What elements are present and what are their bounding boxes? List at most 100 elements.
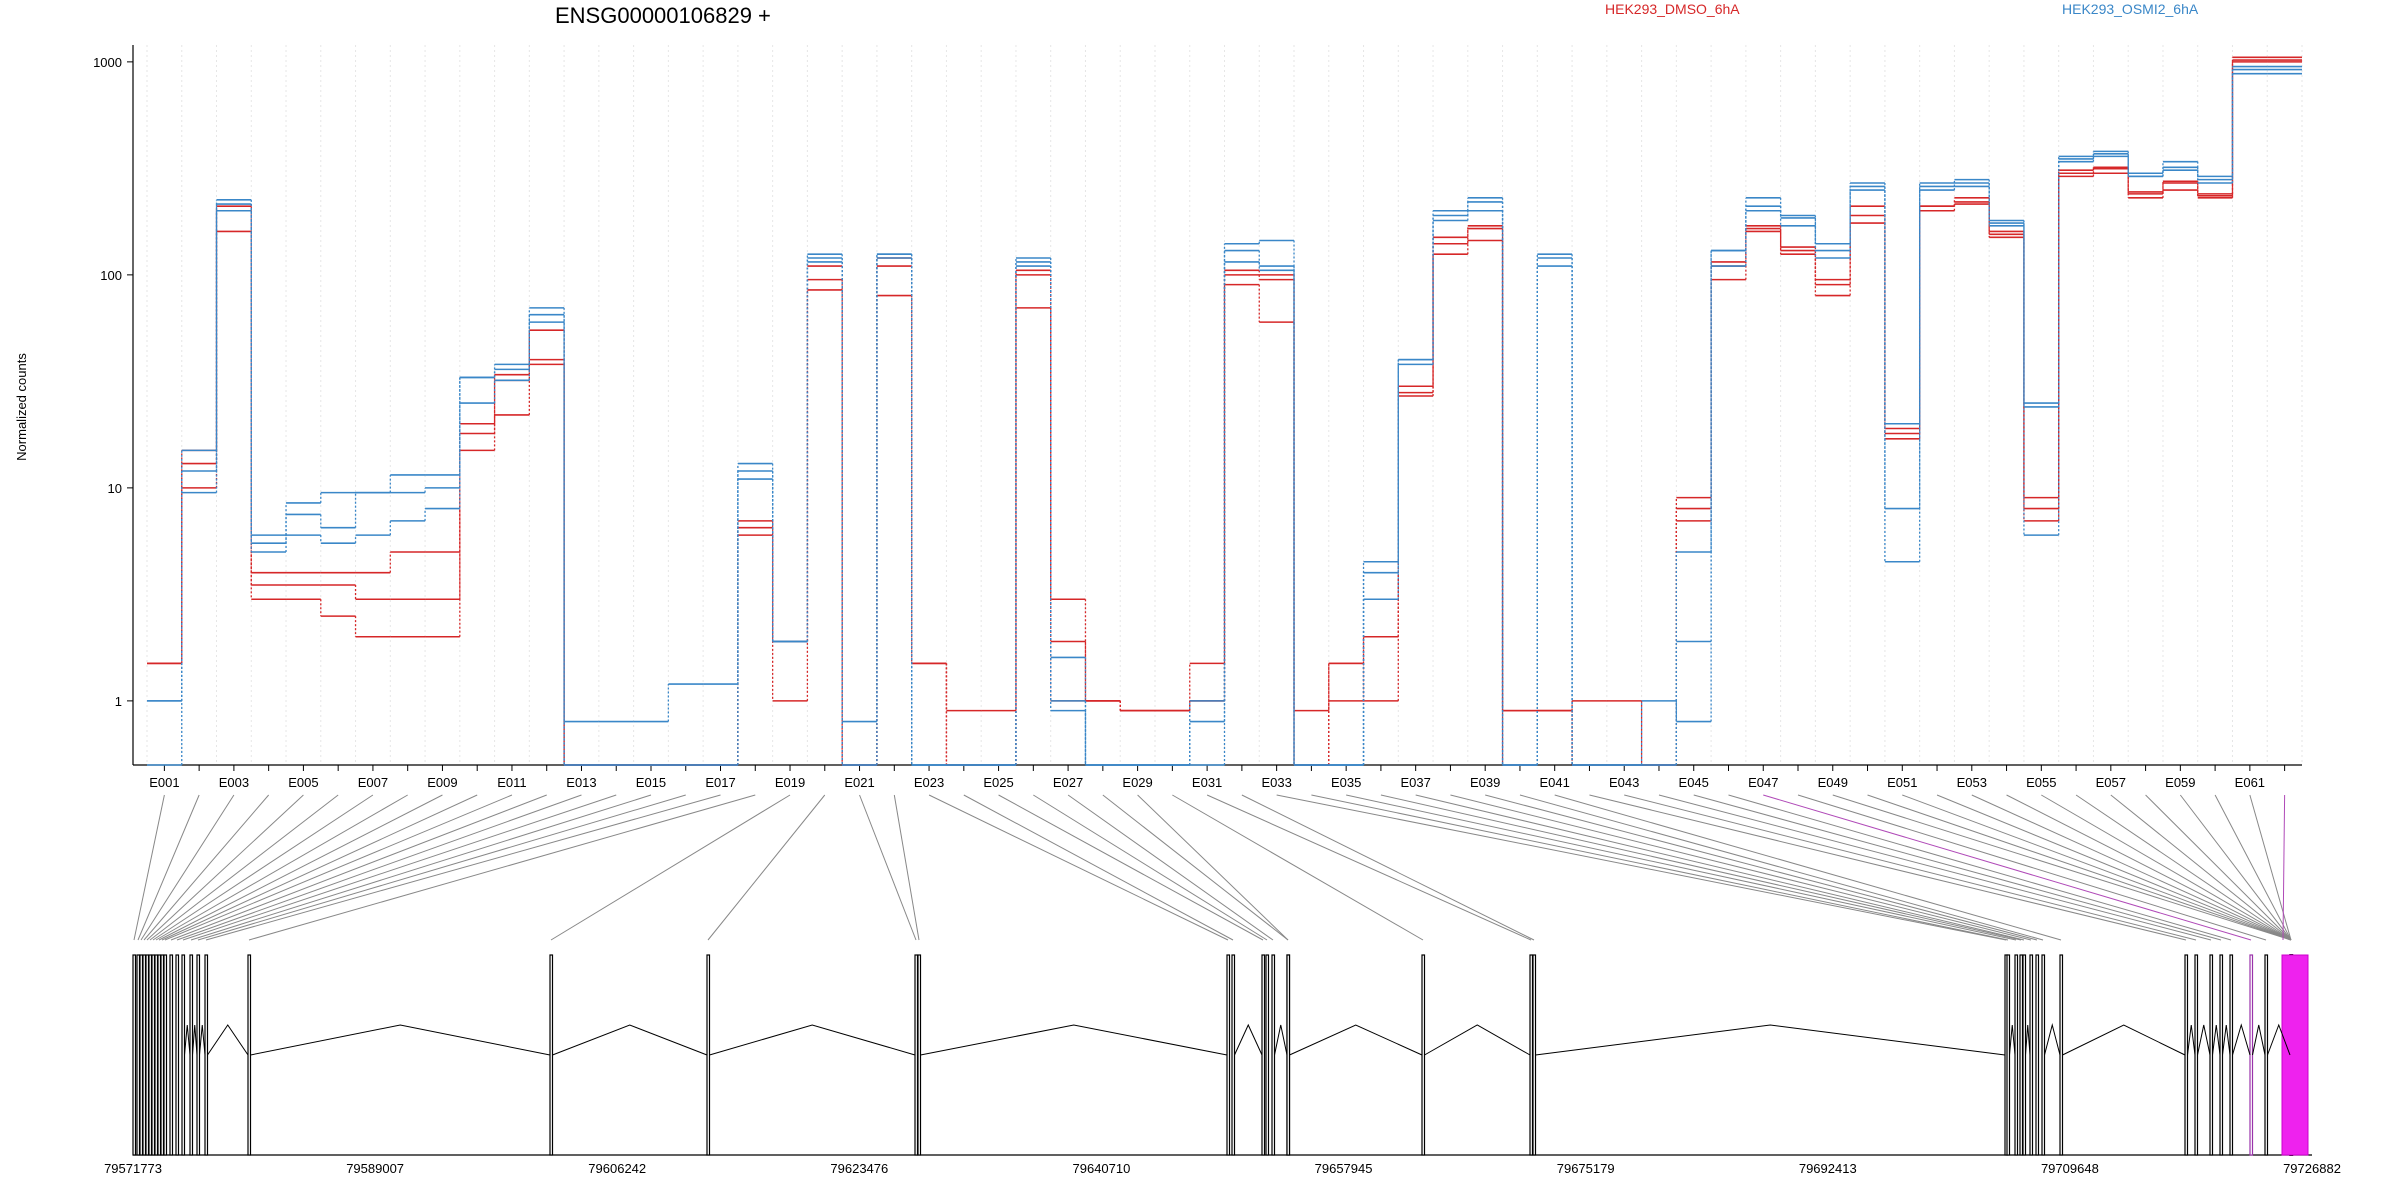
intron-line [2252, 1024, 2266, 1056]
exon-box [132, 954, 137, 1156]
x-tick-label: E029 [1122, 775, 1152, 790]
exon-connector-line [1033, 794, 1268, 941]
exon-connector-line [1867, 794, 2292, 941]
intron-line [2009, 1024, 2016, 1056]
exon-connector-line [170, 794, 547, 941]
intron-line [2187, 1024, 2196, 1056]
x-tick-label: E033 [1261, 775, 1291, 790]
x-tick-label: E059 [2165, 775, 2195, 790]
exon-connector-line [197, 794, 686, 941]
exon-box [1231, 954, 1236, 1156]
exon-box [706, 954, 711, 1156]
legend-osmi2: HEK293_OSMI2_6hA [2062, 1, 2199, 17]
exon-box [1261, 954, 1266, 1156]
exon-box [2035, 954, 2040, 1156]
intron-line [1289, 1024, 1423, 1056]
x-tick-label: E017 [705, 775, 735, 790]
exon-connector-line [928, 794, 1229, 941]
exon-box [181, 954, 186, 1156]
intron-line [1274, 1024, 1288, 1056]
intron-line [2222, 1024, 2231, 1056]
exon-connector-line [1797, 794, 2267, 941]
exon-connector-line [152, 794, 374, 941]
x-tick-label: E027 [1053, 775, 1083, 790]
exon-connector-line [190, 794, 652, 941]
intron-line [184, 1024, 191, 1056]
coordinate-label: 79571773 [104, 1161, 162, 1176]
exon-connector-line [1624, 794, 2197, 941]
x-tick-label: E039 [1470, 775, 1500, 790]
exon-box [2006, 954, 2011, 1156]
exon-connector-line [205, 794, 721, 941]
exon-box [1226, 954, 1231, 1156]
exon-box [204, 954, 209, 1156]
intron-line [2212, 1024, 2221, 1056]
y-tick-label: 10 [108, 481, 122, 496]
coordinate-label: 79692413 [1799, 1161, 1857, 1176]
exon-connector-line [1728, 794, 2232, 941]
intron-line [920, 1024, 1228, 1056]
exon-box [247, 954, 252, 1156]
x-tick-label: E049 [1818, 775, 1848, 790]
y-tick-label: 100 [100, 268, 122, 283]
exon-box [2022, 954, 2027, 1156]
coordinate-label: 79709648 [2041, 1161, 2099, 1176]
exon-box [2019, 954, 2024, 1156]
x-tick-label: E013 [566, 775, 596, 790]
exon-connector-line [1554, 794, 2062, 941]
exon-connector-line [1415, 794, 2025, 941]
exon-connector-line [176, 794, 582, 941]
exon-box [2209, 954, 2214, 1156]
exon-connector-line [158, 794, 443, 941]
exon-box [2229, 954, 2234, 1156]
intron-line [1535, 1024, 2006, 1056]
exon-connector-line [161, 794, 478, 941]
exon-box [549, 954, 554, 1156]
exon-connector-line [550, 794, 791, 941]
exon-box [151, 954, 156, 1156]
exon-box [1286, 954, 1291, 1156]
intron-line [1234, 1023, 1263, 1056]
exon-connector-line [893, 794, 920, 941]
y-axis-label: Normalized counts [14, 353, 29, 461]
coordinate-label: 79589007 [346, 1161, 404, 1176]
exon-box [154, 954, 159, 1156]
gene-model: 79571773 79589007 79606242 79623476 79640710… [104, 794, 2341, 1176]
exon-connector-line [1346, 794, 2017, 941]
exon-connector-line [143, 794, 270, 941]
intron-line [199, 1024, 206, 1056]
x-tick-label: E061 [2235, 775, 2265, 790]
intron-line [2197, 1024, 2211, 1056]
exon-connector-line [133, 794, 165, 941]
exon-box [2194, 954, 2199, 1156]
x-tick-label: E045 [1679, 775, 1709, 790]
exon-connector-line [149, 794, 339, 941]
exon-box [2219, 954, 2224, 1156]
exon-connector-line [137, 794, 200, 941]
exon-box [2249, 954, 2254, 1156]
x-tick-label: E009 [427, 775, 457, 790]
exon-box [196, 954, 201, 1156]
x-tick-label: E005 [288, 775, 318, 790]
exon-connector-line [1485, 794, 2038, 941]
exon-box [145, 954, 150, 1156]
exon-box [163, 954, 168, 1156]
exon-connector-line [1519, 794, 2044, 941]
intron-line [2025, 1024, 2031, 1056]
exon-connector-line [1693, 794, 2222, 941]
coordinate-label: 79726882 [2283, 1161, 2341, 1176]
exon-box [2059, 954, 2064, 1156]
exon-connector-line [1206, 794, 1532, 941]
exon-box [1271, 954, 1276, 1156]
exon-connector-line [859, 794, 917, 941]
exon-connector-line [707, 794, 826, 941]
x-tick-label: E053 [1957, 775, 1987, 790]
y-tick-label: 1000 [93, 55, 122, 70]
plot-area: 1 10 100 1000 E001 E003 E005 E007 E009 E011 E013 E0… [93, 45, 2303, 790]
coordinate-label: 79675179 [1557, 1161, 1615, 1176]
exon-box [1532, 954, 1537, 1156]
x-tick-label: E001 [149, 775, 179, 790]
exon-connector-line [1936, 794, 2292, 941]
exon-connector-line [182, 794, 617, 941]
